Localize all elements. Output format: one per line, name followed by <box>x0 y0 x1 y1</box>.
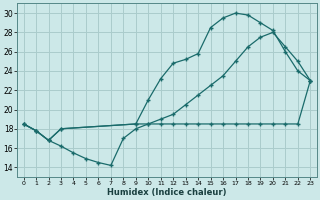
X-axis label: Humidex (Indice chaleur): Humidex (Indice chaleur) <box>107 188 227 197</box>
